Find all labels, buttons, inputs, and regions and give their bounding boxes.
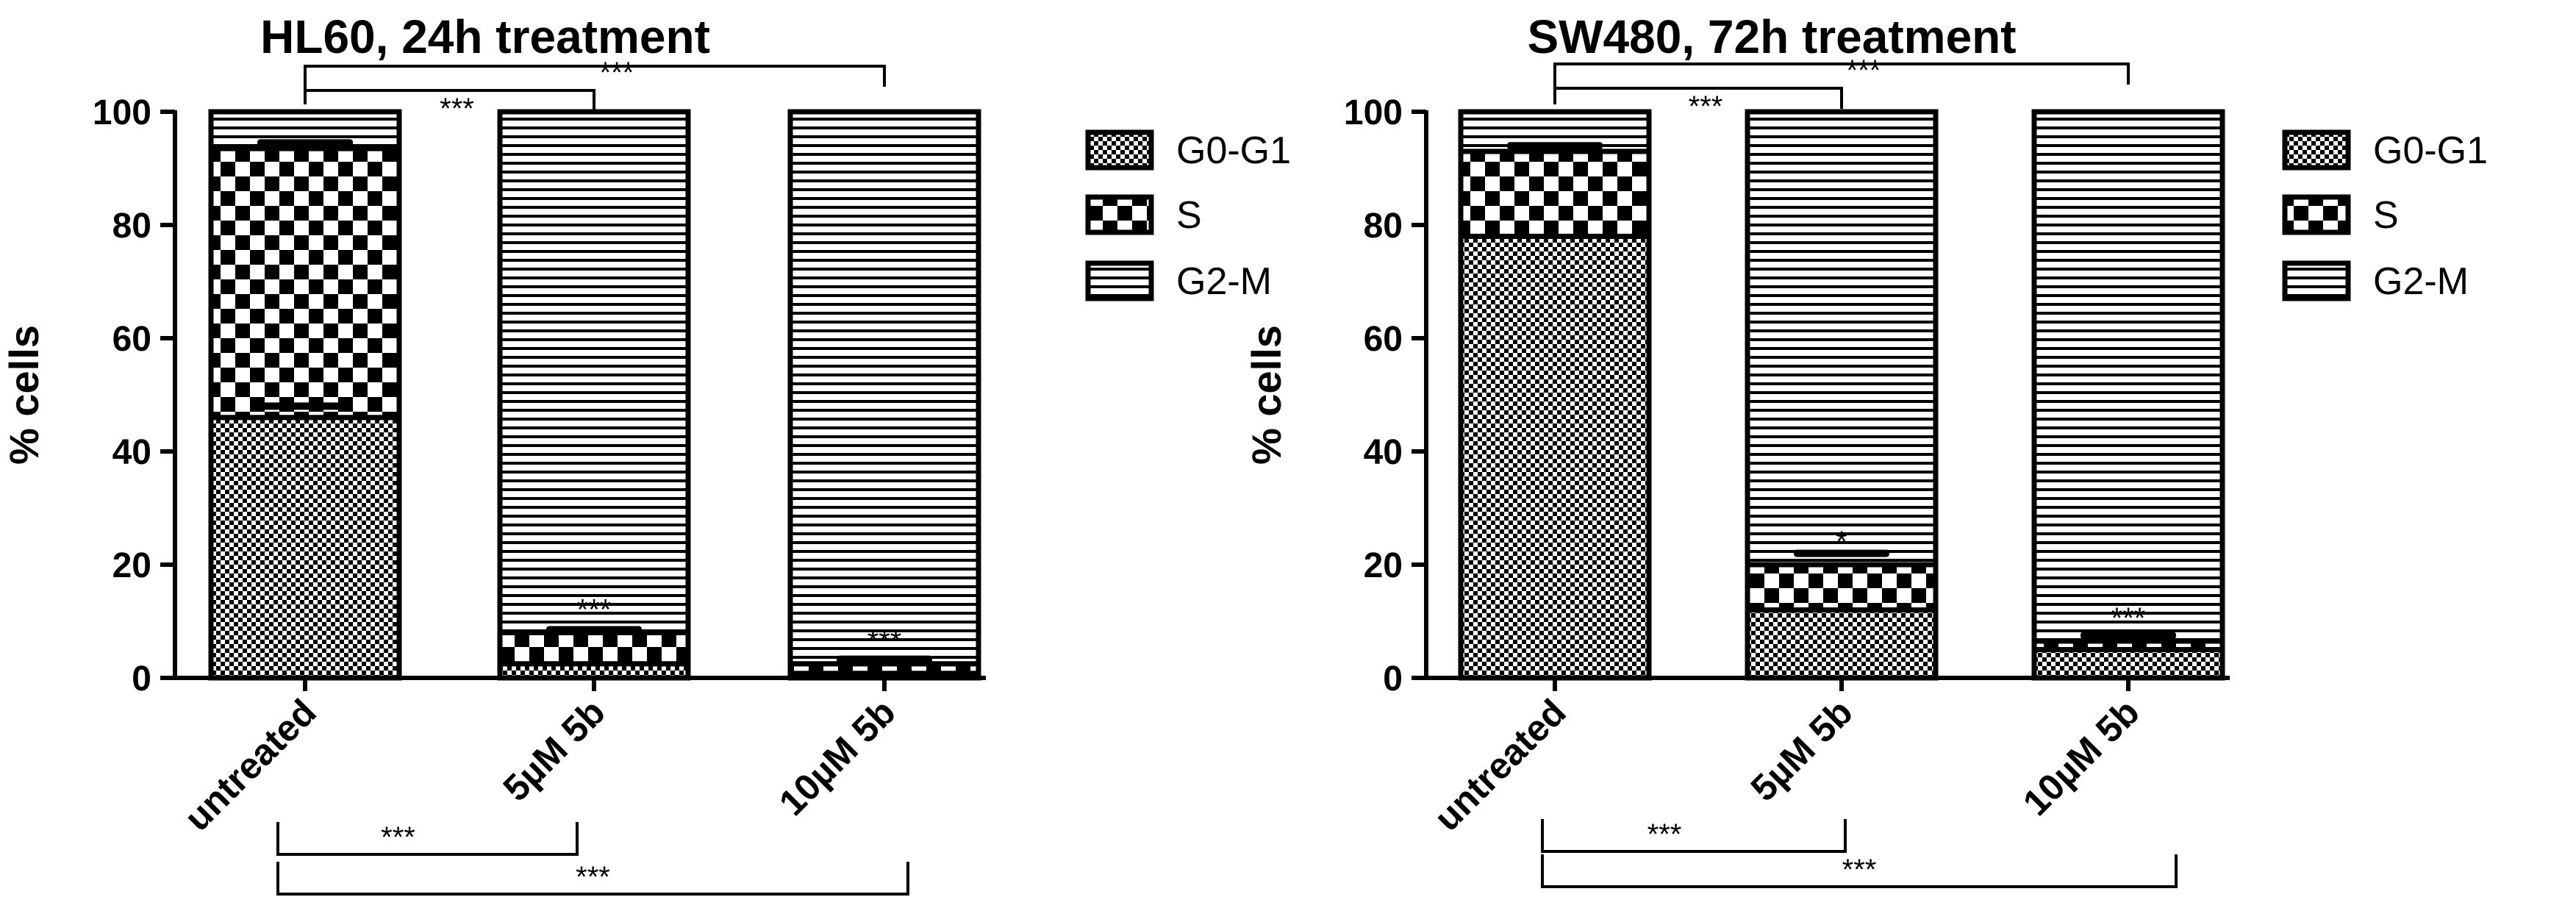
legend-swatch — [1085, 260, 1154, 301]
bar-segment-g0-g1 — [1458, 233, 1652, 681]
y-tick-label: 100 — [1344, 93, 1403, 132]
error-bar-cap — [1507, 142, 1603, 150]
y-tick-label: 20 — [1364, 546, 1403, 585]
y-tick-label: 40 — [1364, 433, 1403, 472]
category-label: untreated — [176, 691, 324, 839]
legend-entry: G2-M — [1176, 260, 1272, 303]
legend-entry: G2-M — [2373, 260, 2469, 303]
comparison-bracket-bottom — [276, 862, 909, 896]
error-bar-cap — [1794, 549, 1889, 557]
comparison-bracket-top — [1553, 62, 2130, 104]
bar-segment-g2-m — [2031, 109, 2225, 644]
significance-label: * — [1836, 526, 1847, 558]
comparison-label: *** — [381, 821, 415, 854]
legend-swatch — [2282, 194, 2351, 235]
legend-swatch — [1085, 194, 1154, 235]
y-tick-label: 100 — [93, 93, 151, 132]
comparison-label: *** — [1842, 854, 1877, 886]
y-tick-label: 80 — [1364, 207, 1403, 246]
y-axis-label: % cells — [1, 325, 47, 465]
category-label: 10µM 5b — [2015, 691, 2147, 823]
comparison-bracket-bottom — [1541, 819, 1847, 853]
significance-label: *** — [2111, 602, 2146, 635]
error-bar-cap — [257, 139, 353, 147]
legend-swatch — [2282, 129, 2351, 171]
legend-entry: S — [2373, 194, 2399, 237]
bar-segment-g2-m — [497, 109, 691, 635]
comparison-label: *** — [576, 861, 610, 893]
y-tick-label: 0 — [132, 660, 151, 698]
bar-segment-g2-m — [1745, 109, 1939, 568]
bar-segment-g0-g1 — [1745, 607, 1939, 681]
category-label: untreated — [1426, 691, 1574, 839]
category-label: 10µM 5b — [771, 691, 904, 823]
error-bar-cap — [546, 626, 642, 634]
bar-segment-s — [497, 629, 691, 667]
chart-title: SW480, 72h treatment — [1527, 10, 2016, 63]
legend-swatch — [2282, 260, 2351, 301]
comparison-label: *** — [440, 93, 474, 125]
y-tick-label: 40 — [112, 433, 151, 472]
y-tick-label: 60 — [112, 320, 151, 359]
significance-label: *** — [577, 593, 612, 626]
y-axis-label: % cells — [1243, 325, 1289, 465]
legend-entry: G0-G1 — [2373, 129, 2488, 172]
legend-swatch — [1085, 129, 1154, 171]
bar-segment-s — [1458, 149, 1652, 239]
chart-title: HL60, 24h treatment — [260, 10, 710, 63]
y-tick-label: 80 — [112, 207, 151, 246]
error-bar-cap — [257, 402, 353, 410]
significance-label: *** — [867, 625, 902, 657]
category-label: 5µM 5b — [495, 691, 613, 809]
bar-segment-g0-g1 — [208, 415, 402, 681]
y-tick-label: 60 — [1364, 320, 1403, 359]
comparison-label: *** — [600, 57, 634, 89]
comparison-bracket-top — [304, 65, 886, 104]
legend-entry: G0-G1 — [1176, 129, 1291, 172]
bar-segment-s — [1745, 562, 1939, 613]
comparison-bracket-bottom — [276, 822, 579, 856]
error-bar-cap — [837, 655, 932, 663]
error-bar-cap — [2081, 632, 2176, 640]
y-tick-label: 20 — [112, 546, 151, 585]
hl60-panel: HL60, 24h treatment % cells 0 20 40 60 80 100 un… — [1, 10, 1291, 896]
bar-segment-g0-g1 — [2031, 647, 2225, 681]
comparison-label: *** — [1847, 54, 1881, 87]
legend-entry: S — [1176, 194, 1202, 237]
bar-segment-s — [208, 146, 402, 421]
comparison-bracket-bottom — [1541, 854, 2178, 888]
comparison-label: *** — [1689, 90, 1723, 123]
bar-segment-g2-m — [787, 109, 981, 667]
y-tick-label: 0 — [1383, 660, 1403, 698]
category-label: 5µM 5b — [1743, 691, 1861, 809]
sw480-panel: SW480, 72h treatment % cells 0 20 40 60 80 100 u… — [1243, 10, 2488, 888]
comparison-label: *** — [1647, 818, 1682, 851]
